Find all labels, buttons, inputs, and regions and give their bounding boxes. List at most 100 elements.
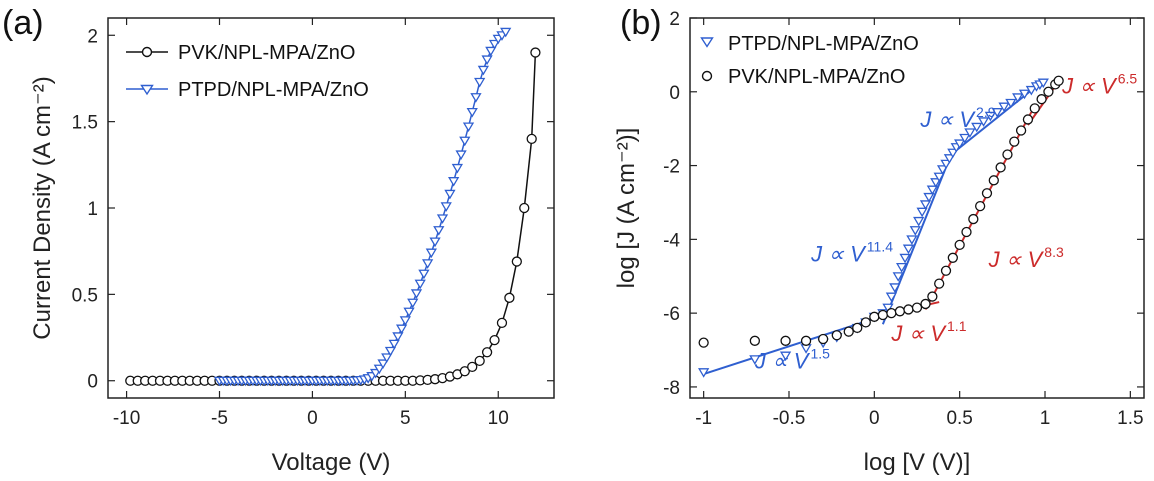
data-point-pvk <box>474 355 485 367</box>
data-point-ptpd <box>892 272 904 282</box>
legend-b-label-ptpd: PTPD/NPL-MPA/ZnO <box>728 33 919 55</box>
data-point-ptpd <box>749 355 761 365</box>
panel-b-xtick-label: 1 <box>1040 408 1051 429</box>
panel-b-ytick-label: 2 <box>669 9 680 30</box>
panel-a-xtick-label: 10 <box>488 408 509 429</box>
data-point-ptpd <box>403 307 415 318</box>
panel-a-ytick-label: 0.5 <box>72 285 98 306</box>
data-point-pvk <box>1029 103 1040 114</box>
data-point-pvk <box>467 361 478 373</box>
data-point-ptpd <box>943 154 956 164</box>
panel-b-ytick-label: -8 <box>663 378 680 399</box>
panel-b-xtick-label: -0.5 <box>773 408 806 429</box>
panel-a-ticks: -10 -5 0 5 10 0 0.5 1 1.5 2 <box>72 18 554 429</box>
data-point-pvk <box>1002 149 1013 160</box>
data-point-pvk <box>911 302 923 313</box>
data-point-pvk <box>961 226 972 238</box>
panel-a-frame <box>107 17 555 399</box>
data-point-ptpd <box>500 27 512 38</box>
data-point-ptpd <box>448 177 460 187</box>
data-point-pvk <box>519 202 530 214</box>
data-point-ptpd <box>698 368 710 378</box>
panel-a-xtick-label: -5 <box>211 408 228 429</box>
data-point-pvk <box>995 162 1006 173</box>
data-point-ptpd <box>459 136 471 147</box>
data-point-ptpd <box>923 192 935 203</box>
data-point-ptpd <box>998 102 1010 113</box>
power-law-annotation: J ∝ V 8.3 <box>988 244 1064 272</box>
panel-b-xtick-label: 0 <box>869 408 880 429</box>
data-point-pvk <box>459 366 470 377</box>
panel-a-ytick-label: 2 <box>87 26 98 47</box>
panel-a: (a) -10 -5 0 5 10 0 0.5 1 1.5 2 Voltage (V) Curre… <box>2 4 555 476</box>
data-point-ptpd <box>991 108 1003 118</box>
data-point-ptpd <box>466 107 478 118</box>
data-point-pvk <box>954 239 965 251</box>
data-point-pvk <box>927 291 938 302</box>
power-law-annotation: J ∝ V 1.5 <box>754 345 830 373</box>
data-point-pvk <box>968 213 979 225</box>
data-point-ptpd <box>392 332 404 342</box>
data-point-pvk <box>1022 114 1034 125</box>
data-point-pvk <box>877 309 889 321</box>
data-point-ptpd <box>964 128 976 138</box>
data-point-pvk <box>934 278 945 289</box>
data-point-pvk <box>975 201 986 212</box>
data-point-pvk <box>981 188 993 199</box>
power-law-annotation: J ∝ V 11.4 <box>810 238 893 266</box>
data-point-ptpd <box>384 346 397 357</box>
panel-b-ytick-label: 0 <box>669 83 680 104</box>
panel-b-ylabel: log [J (A cm⁻²)] <box>613 128 640 289</box>
data-point-ptpd <box>410 289 423 299</box>
data-point-ptpd <box>882 303 894 314</box>
data-point-pvk <box>852 322 863 334</box>
data-point-ptpd <box>933 172 945 183</box>
data-point-ptpd <box>913 216 925 227</box>
data-point-pvk <box>940 265 952 276</box>
data-point-pvk <box>496 317 508 329</box>
legend-a-label-ptpd: PTPD/NPL-MPA/ZnO <box>178 79 369 101</box>
data-point-ptpd <box>896 263 908 273</box>
panel-b-series <box>698 75 1064 378</box>
legend-a-label-pvk: PVK/NPL-MPA/ZnO <box>178 42 355 64</box>
data-point-ptpd <box>485 46 497 57</box>
data-point-pvk <box>511 256 522 267</box>
data-point-ptpd <box>971 122 983 133</box>
data-point-ptpd <box>377 359 389 370</box>
data-point-pvk <box>1015 125 1027 136</box>
data-point-pvk <box>698 337 709 348</box>
data-point-ptpd <box>1037 78 1049 89</box>
data-point-ptpd <box>488 39 501 50</box>
data-point-ptpd <box>474 77 486 88</box>
panel-b-ytick-label: -2 <box>663 157 680 178</box>
legend-b-marker-pvk <box>701 70 713 82</box>
data-point-pvk <box>1053 75 1064 86</box>
data-point-pvk <box>780 335 791 346</box>
data-point-ptpd <box>906 235 918 245</box>
panel-a-xlabel: Voltage (V) <box>272 449 391 476</box>
data-point-pvk <box>860 317 871 328</box>
data-point-pvk <box>504 292 515 303</box>
data-point-ptpd <box>1005 98 1017 109</box>
legend-b-marker-ptpd <box>700 37 714 48</box>
data-point-ptpd <box>902 244 915 255</box>
data-point-ptpd <box>455 150 467 161</box>
data-point-ptpd <box>940 159 952 170</box>
panel-a-ytick-label: 0 <box>87 372 98 393</box>
data-point-ptpd <box>1018 89 1031 100</box>
data-point-ptpd <box>373 364 385 375</box>
data-point-ptpd <box>930 178 942 188</box>
data-point-pvk <box>749 335 761 346</box>
legend-a-marker-ptpd <box>140 84 154 96</box>
data-point-ptpd <box>444 189 456 200</box>
data-point-pvk <box>481 347 493 358</box>
data-point-pvk <box>988 175 999 186</box>
power-law-annotation: J ∝ V 6.5 <box>1061 71 1137 99</box>
data-point-ptpd <box>440 202 452 212</box>
data-point-ptpd <box>959 133 971 144</box>
panel-b-xtick-label: 1.5 <box>1117 408 1143 429</box>
panel-a-label: (a) <box>2 4 44 42</box>
panel-b-xtick-label: 0.5 <box>946 408 972 429</box>
data-point-pvk <box>869 311 880 322</box>
data-point-ptpd <box>381 353 393 363</box>
